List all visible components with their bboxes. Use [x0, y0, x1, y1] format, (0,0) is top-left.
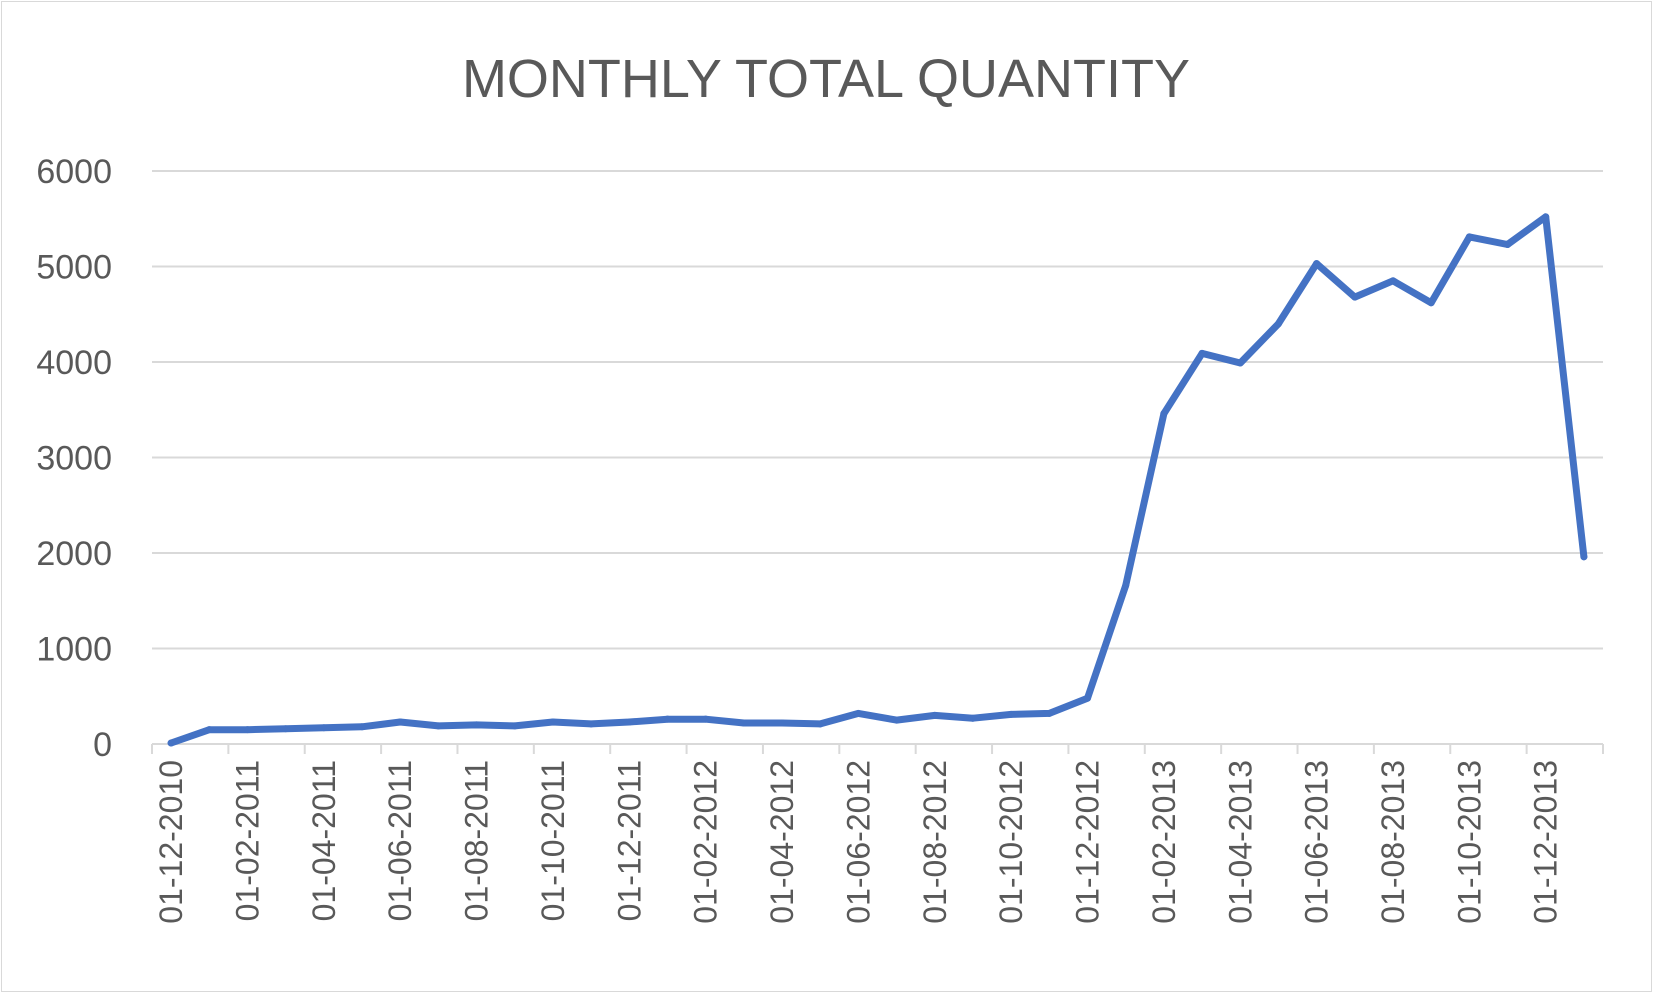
y-tick-label: 0	[93, 726, 112, 764]
data-point	[587, 720, 595, 728]
x-tick-label: 01-06-2013	[1299, 760, 1335, 924]
data-point	[1542, 213, 1550, 221]
data-point	[702, 715, 710, 723]
data-point	[473, 721, 481, 729]
x-tick-label: 01-10-2013	[1451, 760, 1487, 924]
data-point	[931, 711, 939, 719]
x-axis	[151, 743, 1604, 754]
gridlines	[152, 170, 1603, 650]
data-point	[1427, 299, 1435, 307]
data-point	[740, 719, 748, 727]
data-point	[1389, 277, 1397, 285]
data-point	[1122, 581, 1130, 589]
x-tick-label: 01-04-2011	[306, 760, 342, 921]
data-point	[396, 718, 404, 726]
data-point	[358, 723, 366, 731]
y-tick-label: 5000	[36, 249, 112, 287]
data-point	[1580, 553, 1588, 561]
data-point	[816, 720, 824, 728]
y-tick-label: 6000	[36, 153, 112, 191]
x-tick-label: 01-04-2012	[764, 760, 800, 924]
y-tick-label: 2000	[36, 535, 112, 573]
data-point	[282, 725, 290, 733]
x-tick-label: 01-06-2011	[382, 760, 418, 921]
data-point	[205, 726, 213, 734]
x-tick-label: 01-12-2013	[1528, 760, 1564, 924]
x-tick-label: 01-12-2011	[611, 760, 647, 921]
data-point	[1198, 349, 1206, 357]
x-tick-label: 01-06-2012	[840, 760, 876, 924]
x-tick-label: 01-08-2012	[917, 760, 953, 924]
data-point	[969, 714, 977, 722]
x-tick-label: 01-12-2012	[1070, 760, 1106, 924]
x-tick-label: 01-02-2011	[229, 760, 265, 921]
x-tick-label: 01-12-2010	[153, 760, 189, 924]
series-line	[167, 213, 1588, 747]
data-point	[434, 722, 442, 730]
x-axis-tick-labels: 01-12-2010 01-02-2011 01-04-2011 01-06-2011…	[153, 760, 1564, 924]
data-point	[1045, 709, 1053, 717]
data-point	[320, 724, 328, 732]
data-point	[1084, 694, 1092, 702]
chart-title: MONTHLY TOTAL QUANTITY	[462, 49, 1190, 109]
data-point	[625, 718, 633, 726]
data-point	[1236, 359, 1244, 367]
data-point	[778, 719, 786, 727]
data-point	[511, 722, 519, 730]
y-tick-label: 4000	[36, 344, 112, 382]
data-point	[854, 709, 862, 717]
data-point	[663, 715, 671, 723]
data-point	[1160, 410, 1168, 418]
data-point	[1465, 233, 1473, 241]
y-tick-label: 1000	[36, 631, 112, 669]
data-point	[167, 739, 175, 747]
x-tick-label: 01-02-2013	[1146, 760, 1182, 924]
data-point	[243, 726, 251, 734]
data-point	[1504, 241, 1512, 249]
x-tick-label: 01-02-2012	[688, 760, 724, 924]
data-point	[1274, 320, 1282, 328]
x-tick-label: 01-08-2011	[459, 760, 495, 921]
x-tick-label: 01-10-2012	[993, 760, 1029, 924]
data-point	[549, 718, 557, 726]
data-point	[1007, 710, 1015, 718]
x-tick-label: 01-10-2011	[535, 760, 571, 921]
data-point	[893, 716, 901, 724]
x-tick-label: 01-08-2013	[1375, 760, 1411, 924]
y-axis-tick-labels: 0 1000 2000 3000 4000 5000 6000	[36, 153, 112, 764]
data-point	[1313, 260, 1321, 268]
series-layer	[167, 213, 1588, 747]
data-point	[1351, 293, 1359, 301]
x-tick-label: 01-04-2013	[1222, 760, 1258, 924]
y-tick-label: 3000	[36, 440, 112, 478]
